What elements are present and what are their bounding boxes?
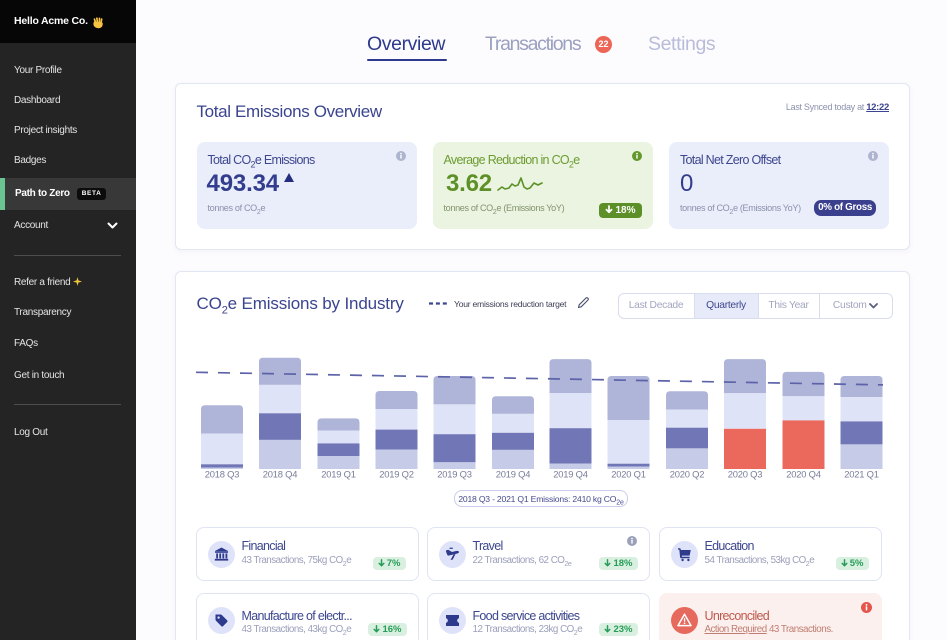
svg-text:2020 Q4: 2020 Q4	[786, 469, 821, 480]
svg-text:2019 Q4: 2019 Q4	[553, 469, 588, 480]
svg-text:2019 Q4: 2019 Q4	[496, 469, 531, 480]
svg-text:2018 Q4: 2018 Q4	[263, 469, 298, 480]
svg-text:2018 Q3: 2018 Q3	[205, 469, 240, 480]
svg-text:2020 Q1: 2020 Q1	[611, 469, 646, 480]
svg-text:2021 Q1: 2021 Q1	[844, 469, 879, 480]
svg-text:2020 Q3: 2020 Q3	[728, 469, 763, 480]
svg-text:2019 Q2: 2019 Q2	[379, 469, 414, 480]
svg-text:2019 Q3: 2019 Q3	[437, 469, 472, 480]
svg-text:2020 Q2: 2020 Q2	[670, 469, 705, 480]
svg-text:2019 Q1: 2019 Q1	[321, 469, 356, 480]
